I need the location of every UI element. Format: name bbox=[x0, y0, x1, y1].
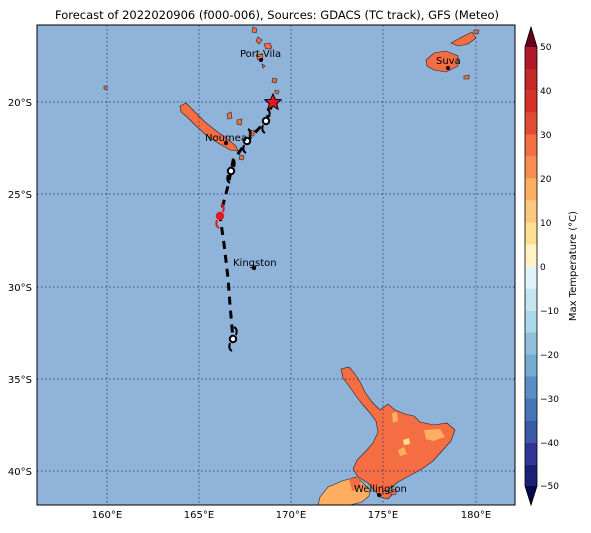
new-zealand-north-island bbox=[340, 366, 456, 498]
city-markers bbox=[224, 58, 450, 497]
city-label: Noumea bbox=[205, 133, 247, 144]
map-title: Forecast of 2022020906 (f000-006), Sourc… bbox=[55, 8, 499, 22]
colorbar-tick: 10 bbox=[540, 219, 552, 229]
colorbar-top-arrow bbox=[525, 27, 537, 47]
colorbar-tick: −20 bbox=[540, 351, 559, 361]
new-caledonia bbox=[179, 102, 255, 161]
cyclone-icon-current bbox=[215, 203, 225, 229]
city-label: Port-Vila bbox=[240, 49, 281, 60]
city-label: Wellington bbox=[354, 484, 407, 495]
lon-label: 165°E bbox=[184, 510, 214, 521]
colorbar-tick: −10 bbox=[540, 307, 559, 317]
lon-label: 160°E bbox=[92, 510, 122, 521]
colorbar-bottom-arrow bbox=[525, 486, 537, 505]
vanuatu-islands bbox=[251, 26, 280, 95]
lat-label: 35°S bbox=[8, 375, 32, 386]
lat-label: 30°S bbox=[8, 283, 32, 294]
colorbar-tick: 20 bbox=[540, 175, 552, 185]
colorbar-ticks: 50 40 30 20 10 0 −10 −20 −30 −40 −50 bbox=[540, 43, 559, 492]
city-label: Suva bbox=[436, 56, 461, 67]
colorbar-tick: −30 bbox=[540, 395, 559, 405]
colorbar-tick: 40 bbox=[540, 87, 552, 97]
lat-label: 20°S bbox=[8, 98, 32, 109]
colorbar-tick: −40 bbox=[540, 439, 559, 449]
tc-track-line bbox=[218, 101, 275, 340]
lon-label: 175°E bbox=[368, 510, 398, 521]
colorbar-tick: 0 bbox=[540, 263, 546, 273]
lon-label: 180°E bbox=[461, 510, 491, 521]
cyclone-icon bbox=[242, 128, 252, 154]
latitude-labels: 20°S 25°S 30°S 35°S 40°S bbox=[8, 98, 32, 478]
graticule bbox=[37, 25, 515, 505]
map-frame bbox=[36, 24, 516, 506]
colorbar-tick: 50 bbox=[540, 43, 552, 53]
colorbar: 50 40 30 20 10 0 −10 −20 −30 −40 −50 Max… bbox=[524, 25, 579, 507]
lat-label: 25°S bbox=[8, 190, 32, 201]
longitude-labels: 160°E 165°E 170°E 175°E 180°E bbox=[92, 510, 491, 521]
lat-label: 40°S bbox=[8, 467, 32, 478]
lon-label: 170°E bbox=[276, 510, 306, 521]
cyclone-icon bbox=[261, 108, 271, 134]
cyclone-icon bbox=[226, 158, 236, 184]
colorbar-tick: −50 bbox=[540, 482, 559, 492]
colorbar-tick: 30 bbox=[540, 131, 552, 141]
new-zealand-south-island bbox=[317, 476, 397, 505]
city-label: Kingston bbox=[233, 258, 277, 269]
colorbar-label: Max Temperature (°C) bbox=[568, 211, 579, 321]
cyclone-icon bbox=[228, 326, 238, 352]
star-icon bbox=[263, 92, 283, 111]
fiji-islands bbox=[425, 29, 480, 80]
